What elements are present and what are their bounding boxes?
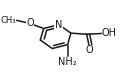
Text: O: O (26, 18, 34, 28)
Text: OH: OH (102, 28, 117, 38)
Text: O: O (85, 45, 93, 55)
Text: NH₂: NH₂ (58, 57, 77, 67)
Text: CH₃: CH₃ (1, 16, 16, 25)
Text: N: N (55, 20, 63, 30)
